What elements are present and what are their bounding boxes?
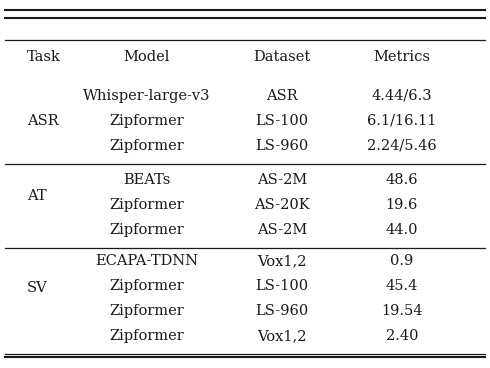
Text: Zipformer: Zipformer bbox=[110, 139, 184, 153]
Text: Zipformer: Zipformer bbox=[110, 329, 184, 343]
Text: Vox1,2: Vox1,2 bbox=[257, 254, 307, 268]
Text: SV: SV bbox=[27, 281, 48, 295]
Text: 44.0: 44.0 bbox=[386, 223, 418, 237]
Text: Model: Model bbox=[124, 50, 170, 64]
Text: Whisper-large-v3: Whisper-large-v3 bbox=[83, 89, 211, 103]
Text: Zipformer: Zipformer bbox=[110, 198, 184, 212]
Text: Dataset: Dataset bbox=[253, 50, 310, 64]
Text: AS-2M: AS-2M bbox=[257, 173, 307, 187]
Text: AS-2M: AS-2M bbox=[257, 223, 307, 237]
Text: 48.6: 48.6 bbox=[386, 173, 418, 187]
Text: AT: AT bbox=[27, 189, 47, 203]
Text: 6.1/16.11: 6.1/16.11 bbox=[367, 114, 437, 128]
Text: Zipformer: Zipformer bbox=[110, 279, 184, 293]
Text: LS-960: LS-960 bbox=[255, 139, 308, 153]
Text: Metrics: Metrics bbox=[373, 50, 430, 64]
Text: LS-960: LS-960 bbox=[255, 304, 308, 318]
Text: Zipformer: Zipformer bbox=[110, 223, 184, 237]
Text: 45.4: 45.4 bbox=[386, 279, 418, 293]
Text: 19.6: 19.6 bbox=[386, 198, 418, 212]
Text: Vox1,2: Vox1,2 bbox=[257, 329, 307, 343]
Text: Zipformer: Zipformer bbox=[110, 114, 184, 128]
Text: 4.44/6.3: 4.44/6.3 bbox=[371, 89, 432, 103]
Text: 0.9: 0.9 bbox=[390, 254, 414, 268]
Text: ASR: ASR bbox=[266, 89, 297, 103]
Text: BEATs: BEATs bbox=[123, 173, 171, 187]
Text: Task: Task bbox=[27, 50, 61, 64]
Text: ECAPA-TDNN: ECAPA-TDNN bbox=[96, 254, 198, 268]
Text: LS-100: LS-100 bbox=[255, 114, 308, 128]
Text: Zipformer: Zipformer bbox=[110, 304, 184, 318]
Text: 2.24/5.46: 2.24/5.46 bbox=[367, 139, 437, 153]
Text: 2.40: 2.40 bbox=[386, 329, 418, 343]
Text: 19.54: 19.54 bbox=[381, 304, 422, 318]
Text: AS-20K: AS-20K bbox=[254, 198, 310, 212]
Text: ASR: ASR bbox=[27, 114, 59, 128]
Text: LS-100: LS-100 bbox=[255, 279, 308, 293]
